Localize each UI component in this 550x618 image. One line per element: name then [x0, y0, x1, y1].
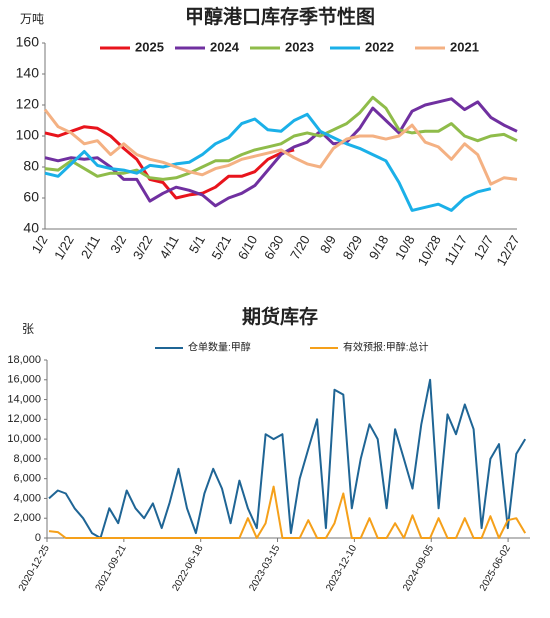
y-tick-label: 140: [16, 65, 40, 81]
x-tick-label: 2023-03-15: [247, 543, 282, 593]
y-tick-label: 0: [35, 532, 41, 544]
series-line: [43, 108, 518, 186]
x-tick-label: 2022-06-18: [170, 543, 205, 593]
series-line: [44, 97, 518, 208]
x-tick-label: 2020-12-25: [17, 543, 52, 593]
x-tick-label: 1/2: [29, 233, 51, 256]
y-tick-label: 160: [16, 34, 40, 50]
legend-label: 2023: [285, 39, 314, 54]
legend-label: 2024: [210, 39, 240, 54]
x-tick-label: 12/7: [471, 233, 497, 262]
y-tick-label: 60: [23, 189, 39, 205]
legend-label: 2021: [450, 39, 479, 54]
y-tick-label: 16,000: [7, 374, 41, 386]
x-tick-label: 9/18: [366, 233, 392, 262]
x-tick-label: 2024-09-05: [401, 543, 436, 593]
y-tick-label: 120: [16, 96, 40, 112]
legend-label: 有效预报:甲醇:总计: [343, 341, 429, 354]
x-tick-label: 2023-12-10: [324, 543, 359, 593]
chart-title: 期货库存: [242, 305, 318, 328]
y-tick-label: 2,000: [13, 512, 41, 524]
y-axis-label: 张: [22, 322, 34, 336]
x-tick-label: 6/10: [235, 233, 261, 262]
y-tick-label: 80: [23, 158, 39, 174]
y-tick-label: 8,000: [13, 453, 41, 465]
legend-label: 2025: [135, 39, 164, 54]
y-tick-label: 14,000: [7, 393, 41, 405]
legend-label: 仓单数量:甲醇: [188, 341, 251, 354]
y-tick-label: 6,000: [13, 473, 41, 485]
x-tick-label: 7/20: [287, 233, 313, 262]
x-tick-label: 1/22: [51, 233, 77, 262]
x-tick-label: 4/11: [157, 233, 182, 262]
series-line: [48, 378, 527, 539]
x-tick-label: 12/27: [493, 233, 522, 269]
series-line: [44, 95, 518, 181]
x-tick-label: 8/9: [317, 233, 339, 256]
x-tick-label: 10/28: [415, 233, 444, 269]
x-tick-label: 11/17: [441, 233, 470, 268]
x-tick-label: 8/29: [340, 233, 366, 262]
chart-title: 甲醇港口库存季节性图: [185, 5, 375, 28]
y-tick-label: 40: [23, 220, 39, 236]
x-tick-label: 2025-06-02: [478, 543, 513, 593]
x-tick-label: 2/11: [78, 233, 103, 262]
series-line: [48, 485, 527, 539]
y-axis-label: 万吨: [20, 12, 44, 26]
y-tick-label: 12,000: [7, 413, 41, 425]
x-tick-label: 3/2: [107, 233, 129, 256]
y-tick-label: 18,000: [7, 354, 41, 366]
y-tick-label: 10,000: [7, 433, 41, 445]
series-line: [44, 125, 295, 200]
x-tick-label: 5/1: [186, 233, 208, 256]
series-line: [44, 112, 492, 212]
legend-label: 2022: [365, 39, 394, 54]
x-tick-label: 10/8: [392, 233, 418, 262]
x-tick-label: 2021-09-21: [94, 543, 129, 593]
x-tick-label: 5/21: [208, 233, 234, 262]
x-tick-label: 3/22: [130, 233, 156, 262]
y-tick-label: 100: [16, 127, 40, 143]
x-tick-label: 6/30: [261, 233, 287, 262]
y-tick-label: 4,000: [13, 492, 41, 504]
